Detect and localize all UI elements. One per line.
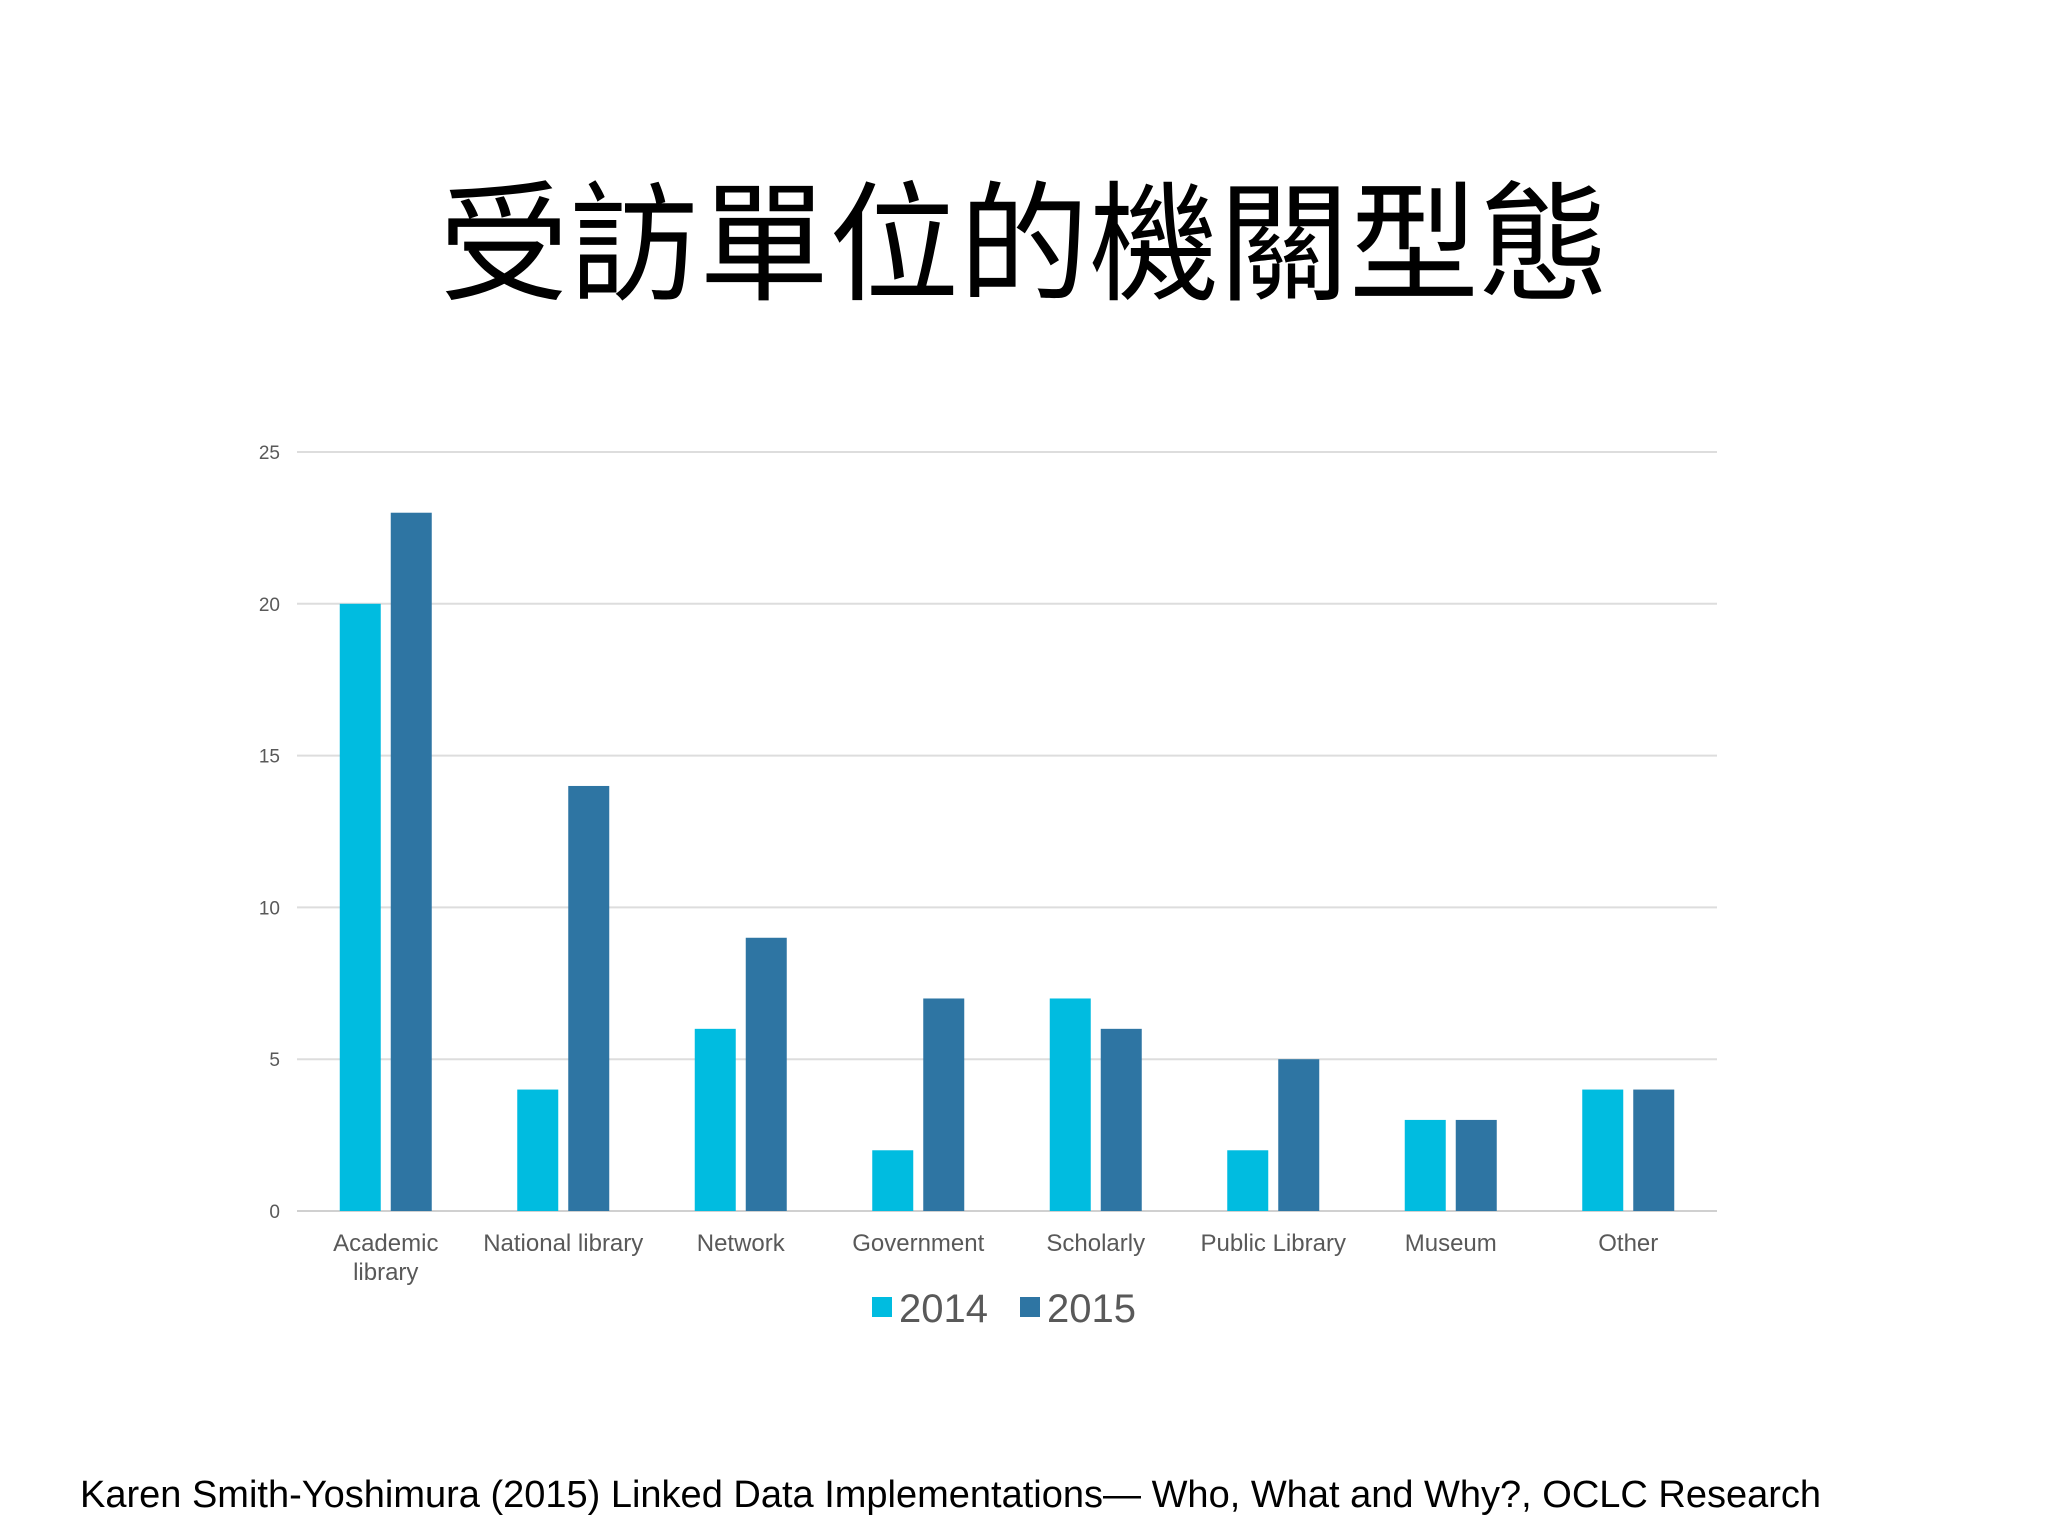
grid-lines [297, 451, 1717, 1212]
legend-label-2015: 2015 [1047, 1287, 1136, 1331]
y-tick-label: 20 [259, 595, 280, 616]
slide-title: 受訪單位的機關型態 [438, 169, 1609, 321]
bar-2015-1 [568, 785, 610, 1211]
legend-label-2014: 2014 [899, 1287, 988, 1331]
bar-2015-3 [923, 998, 965, 1211]
bar-2015-0 [390, 512, 432, 1211]
bar-2014-7 [1582, 1089, 1624, 1211]
x-tick-label: Academic library [333, 1230, 438, 1286]
y-tick-label: 25 [259, 443, 280, 464]
legend: 2014 2015 [872, 1287, 1136, 1331]
x-tick-label: Government [852, 1230, 984, 1257]
y-tick-label: 10 [259, 898, 280, 919]
bar-2014-3 [872, 1150, 914, 1211]
bar-2014-4 [1049, 998, 1091, 1211]
bar-2015-2 [745, 937, 787, 1211]
y-axis-ticks: 0 5 10 15 20 25 [259, 443, 280, 1223]
bars [339, 512, 1675, 1211]
bar-2014-0 [339, 603, 381, 1211]
bar-2015-6 [1455, 1119, 1497, 1211]
bar-2014-2 [694, 1028, 736, 1211]
y-tick-label: 5 [269, 1050, 280, 1071]
x-tick-label: Public Library [1201, 1230, 1346, 1257]
legend-swatch-2015 [1020, 1297, 1040, 1317]
bar-2014-5 [1227, 1150, 1269, 1211]
citation: Karen Smith-Yoshimura (2015) Linked Data… [80, 1474, 1822, 1516]
x-tick-label: Museum [1405, 1230, 1497, 1257]
bar-2014-6 [1404, 1119, 1446, 1211]
y-tick-label: 0 [269, 1202, 280, 1223]
bar-2015-7 [1633, 1089, 1675, 1211]
bar-2014-1 [517, 1089, 559, 1211]
bar-2015-4 [1100, 1028, 1142, 1211]
x-tick-label: National library [483, 1230, 643, 1257]
x-axis-labels: Academic library National library Network Go… [333, 1230, 1658, 1286]
y-tick-label: 15 [259, 747, 280, 768]
bar-2015-5 [1278, 1059, 1320, 1211]
legend-swatch-2014 [872, 1297, 892, 1317]
x-tick-label: Network [697, 1230, 786, 1257]
x-tick-label: Other [1598, 1230, 1658, 1257]
x-tick-label: Scholarly [1046, 1230, 1145, 1257]
